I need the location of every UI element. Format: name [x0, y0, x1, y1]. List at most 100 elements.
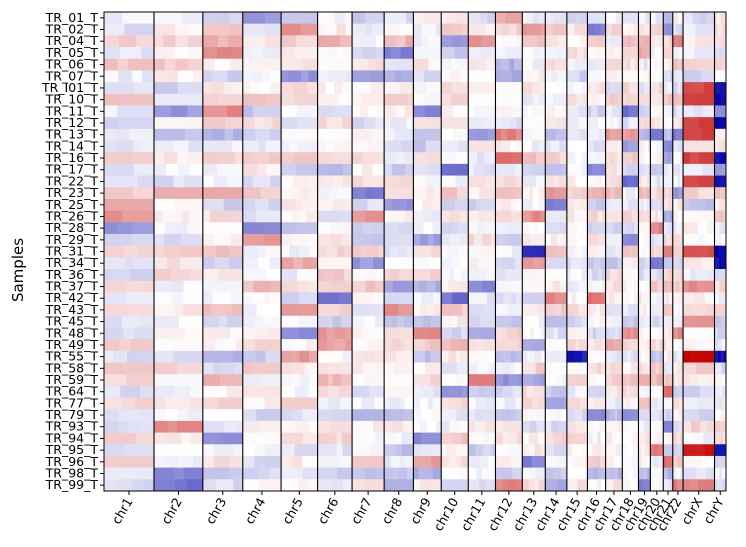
heat-cell: [448, 455, 457, 468]
heat-cell: [334, 70, 346, 83]
heat-cell: [395, 374, 414, 387]
heat-cell: [242, 210, 257, 223]
heat-cell: [605, 35, 611, 48]
heat-cell: [593, 140, 599, 153]
heat-cell: [582, 245, 588, 258]
heat-cell: [516, 35, 523, 48]
heat-cell: [613, 58, 623, 71]
heat-cell: [619, 362, 623, 375]
heat-cell: [376, 304, 385, 317]
heat-cell: [596, 280, 603, 293]
heat-cell: [663, 187, 666, 200]
heat-cell: [532, 128, 546, 141]
heat-cell: [517, 374, 523, 387]
heat-cell: [259, 140, 266, 153]
heat-cell: [645, 385, 651, 398]
heat-cell: [483, 315, 496, 328]
heat-cell: [232, 210, 244, 223]
heat-cell: [631, 210, 639, 223]
heat-cell: [635, 187, 639, 200]
heat-cell: [441, 304, 450, 317]
heat-cell: [720, 117, 727, 130]
heat-cell: [281, 467, 303, 480]
heat-cell: [587, 327, 594, 340]
heat-cell: [666, 82, 674, 95]
heat-cell: [477, 362, 489, 375]
heat-cell: [605, 292, 610, 305]
heat-cell: [104, 23, 125, 36]
heat-cell: [656, 198, 661, 211]
heat-cell: [545, 350, 553, 363]
heat-cell: [406, 12, 414, 24]
heat-cell: [714, 210, 719, 223]
heat-cell: [219, 23, 231, 36]
heat-cell: [432, 198, 442, 211]
heat-cell: [663, 233, 667, 246]
heat-cell: [134, 82, 155, 95]
heat-cell: [650, 432, 658, 445]
heat-cell: [441, 280, 449, 293]
heat-cell: [401, 327, 414, 340]
heat-cell: [500, 58, 510, 71]
heat-cell: [468, 420, 475, 433]
heat-cell: [638, 339, 642, 352]
heat-cell: [317, 117, 328, 130]
heat-cell: [217, 12, 230, 24]
heat-cell: [480, 327, 496, 340]
heat-cell: [613, 117, 618, 130]
heat-cell: [676, 350, 684, 363]
heat-cell: [638, 58, 643, 71]
heat-cell: [679, 432, 684, 445]
heat-cell: [457, 362, 469, 375]
heat-cell: [640, 339, 646, 352]
heat-cell: [281, 292, 299, 305]
heat-cell: [468, 187, 480, 200]
heat-cell: [617, 105, 623, 118]
heat-cell: [474, 58, 486, 71]
heat-cell: [453, 304, 463, 317]
heat-cell: [527, 257, 534, 270]
heat-cell: [220, 374, 244, 387]
heat-cell: [527, 350, 535, 363]
heat-cell: [456, 409, 469, 422]
heat-cell: [384, 47, 392, 60]
heat-cell: [701, 315, 715, 328]
heat-cell: [292, 479, 299, 492]
heat-cell: [317, 315, 327, 328]
heat-cell: [242, 315, 255, 328]
heat-cell: [187, 152, 204, 165]
heat-cell: [402, 420, 414, 433]
heat-cell: [270, 385, 282, 398]
heat-cell: [576, 93, 584, 106]
heat-cell: [154, 210, 163, 223]
heat-cell: [532, 198, 539, 211]
heat-cell: [683, 385, 701, 398]
heat-cell: [647, 280, 651, 293]
heat-cell: [190, 432, 204, 445]
heat-cell: [154, 479, 176, 492]
heat-cell: [714, 187, 718, 200]
heat-cell: [326, 327, 336, 340]
heat-cell: [242, 257, 259, 270]
heat-cell: [677, 327, 681, 340]
heat-cell: [359, 105, 369, 118]
heat-cell: [118, 70, 133, 83]
heat-cell: [495, 128, 502, 141]
heat-cell: [202, 222, 219, 235]
y-axis-label: Samples: [6, 238, 30, 302]
heat-cell: [680, 152, 684, 165]
heat-cell: [419, 187, 427, 200]
heat-cell: [597, 47, 606, 60]
heat-cell: [533, 105, 539, 118]
heat-cell: [154, 280, 173, 293]
heat-cell: [633, 327, 639, 340]
heat-cell: [622, 245, 630, 258]
heat-cell: [407, 187, 414, 200]
heat-cell: [508, 23, 517, 36]
heat-cell: [213, 362, 221, 375]
heat-cell: [441, 362, 458, 375]
heat-cell: [663, 152, 668, 165]
heat-cell: [663, 175, 668, 188]
heat-cell: [545, 233, 552, 246]
heat-cell: [534, 339, 546, 352]
